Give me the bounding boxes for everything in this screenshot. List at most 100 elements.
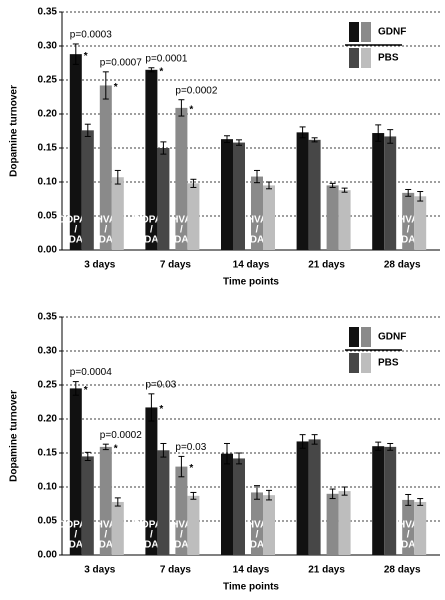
bar [187, 183, 200, 250]
bar [175, 466, 188, 555]
bar [111, 177, 124, 250]
legend-label: PBS [378, 358, 399, 369]
y-tick-label: 0.35 [38, 312, 58, 323]
y-tick-label: 0.15 [38, 143, 58, 154]
y-tick-label: 0.35 [38, 7, 58, 18]
bar-inner-label: HVA [398, 215, 418, 226]
y-tick-label: 0.15 [38, 448, 58, 459]
bar-inner-label: / [104, 225, 107, 236]
bar-inner-label: / [104, 530, 107, 541]
bar [338, 190, 351, 250]
bar [69, 388, 82, 555]
legend-label: GDNF [378, 27, 406, 38]
p-value-label: p=0.0002 [100, 430, 142, 441]
y-tick-label: 0.25 [38, 75, 58, 86]
bar-inner-label: DOPAC [58, 520, 93, 531]
significance-marker: * [114, 82, 118, 93]
bar-inner-label: / [74, 225, 77, 236]
legend-label: GDNF [378, 332, 406, 343]
bar [402, 192, 415, 250]
bar [308, 439, 321, 555]
x-tick-label: 3 days [84, 260, 116, 271]
bar-inner-label: / [407, 530, 410, 541]
bar [99, 85, 112, 250]
y-axis-title: Dopamine turnover [9, 390, 20, 482]
y-axis-title: Dopamine turnover [9, 85, 20, 177]
bar-inner-label: / [150, 530, 153, 541]
y-tick-label: 0.30 [38, 346, 58, 357]
bar-inner-label: HVA [398, 520, 418, 531]
bar-inner-label: / [180, 225, 183, 236]
bar [414, 196, 427, 250]
legend-swatch [349, 353, 359, 373]
bar [338, 491, 351, 555]
bar [111, 501, 124, 555]
significance-marker: * [114, 444, 118, 455]
p-value-label: p=0.0003 [70, 30, 112, 41]
p-value-label: p=0.03 [175, 442, 206, 453]
y-tick-label: 0.20 [38, 414, 58, 425]
p-value-label: p=0.0007 [100, 57, 142, 68]
bar-inner-label: DA [250, 540, 264, 551]
bar [187, 495, 200, 555]
bar [81, 456, 94, 555]
bar [384, 446, 397, 555]
bar [372, 133, 385, 250]
bar-inner-label: HVA [96, 520, 116, 531]
significance-marker: * [84, 385, 88, 396]
y-tick-label: 0.00 [38, 550, 58, 561]
y-tick-label: 0.25 [38, 380, 58, 391]
p-value-label: p=0.0001 [145, 53, 187, 64]
bar [81, 130, 94, 250]
legend-swatch [349, 22, 359, 42]
bar [384, 136, 397, 250]
x-tick-label: 28 days [384, 565, 421, 576]
y-tick-label: 0.20 [38, 109, 58, 120]
bar-inner-label: DA [250, 235, 264, 246]
bar-inner-label: DA [99, 540, 113, 551]
p-value-label: p=0.0004 [70, 367, 112, 378]
bar [175, 107, 188, 250]
bar [233, 458, 245, 555]
bar-inner-label: DA [174, 540, 188, 551]
bar [326, 185, 339, 250]
y-tick-label: 0.05 [38, 516, 58, 527]
x-tick-label: 14 days [233, 565, 270, 576]
bar [402, 499, 415, 555]
bar [296, 132, 309, 250]
bar [145, 407, 158, 555]
x-tick-label: 28 days [384, 260, 421, 271]
bar-inner-label: DA [144, 235, 158, 246]
bar [221, 139, 233, 250]
bar-inner-label: HVA [247, 520, 267, 531]
significance-marker: * [189, 105, 193, 116]
x-axis-title: Time points [223, 277, 279, 288]
x-axis-title: Time points [223, 582, 279, 593]
bar-inner-label: DOPAC [58, 215, 93, 226]
bar-inner-label: / [150, 225, 153, 236]
legend-swatch [361, 327, 371, 347]
bar [221, 453, 233, 555]
bar-inner-label: DA [144, 540, 158, 551]
bar [308, 139, 321, 250]
y-tick-label: 0.10 [38, 177, 58, 188]
x-tick-label: 21 days [308, 565, 345, 576]
bar-inner-label: / [74, 530, 77, 541]
significance-marker: * [84, 51, 88, 62]
bar-inner-label: DA [174, 235, 188, 246]
bar [145, 69, 158, 250]
bar-inner-label: DA [99, 235, 113, 246]
y-tick-label: 0.05 [38, 211, 58, 222]
bar [99, 446, 112, 555]
bar-inner-label: / [256, 225, 259, 236]
p-value-label: p=0.0002 [175, 85, 217, 96]
legend-swatch [349, 327, 359, 347]
bar [326, 493, 339, 555]
bar-inner-label: DA [69, 540, 83, 551]
bar [414, 501, 427, 555]
legend-swatch [361, 22, 371, 42]
bar [372, 446, 385, 555]
bar [263, 185, 275, 250]
